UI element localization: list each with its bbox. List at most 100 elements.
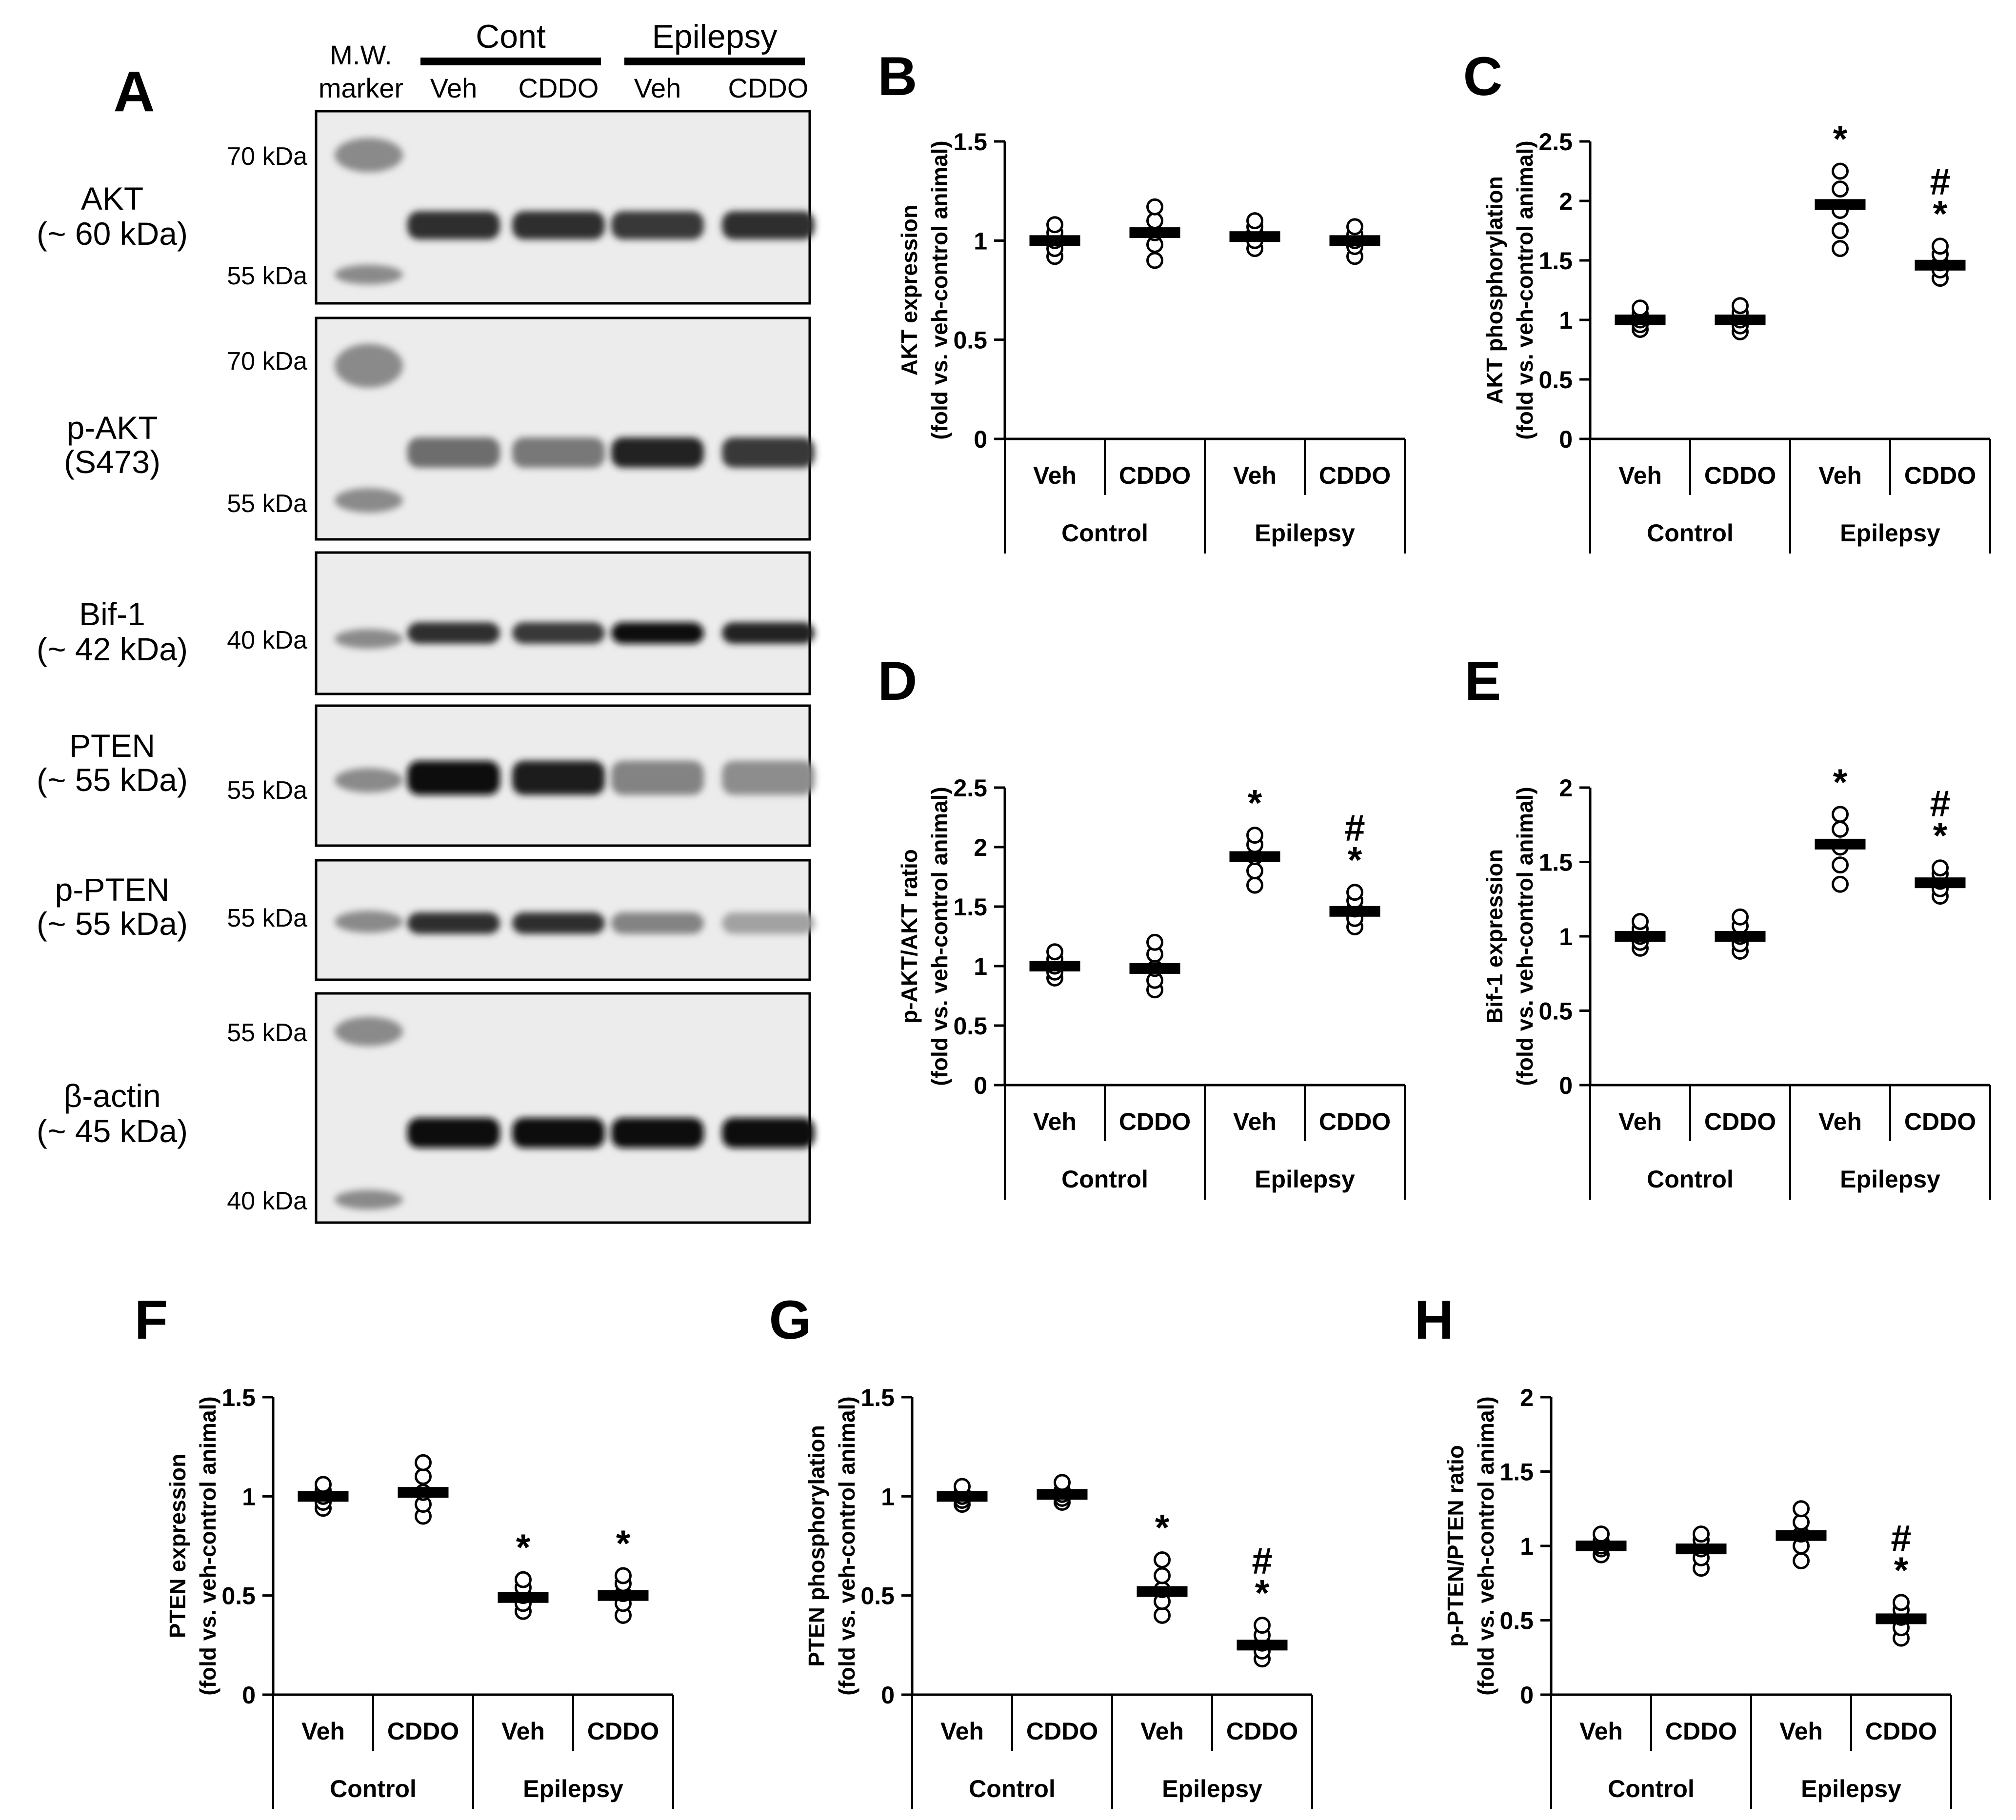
blot-row: 70 kDa 55 kDa p-AKT(S473) — [64, 317, 815, 541]
mean-bar — [498, 1592, 549, 1603]
panel-letter: C — [1463, 46, 1503, 107]
y-label-line2: (fold vs. veh-control animal) — [1512, 140, 1537, 439]
chart-panel-e: E 0 0.5 1 1.5 2 Bif-1 expression (fold vs. veh-… — [1465, 651, 1991, 1200]
sample-band — [407, 761, 500, 795]
sample-band — [722, 1118, 815, 1148]
data-point — [1054, 1474, 1071, 1491]
y-label-line2: (fold vs. veh-control animal) — [834, 1396, 859, 1695]
sample-band — [722, 761, 815, 795]
ladder-band — [335, 138, 403, 172]
x-tick-label: Veh — [1233, 1108, 1277, 1135]
significance-mark: * — [1155, 1507, 1170, 1548]
x-tick-label: CDDO — [1865, 1718, 1937, 1745]
x-group-label: Epilepsy — [1255, 519, 1355, 547]
mw-marker-label: 55 kDa — [227, 490, 307, 518]
blot-group-bar — [624, 58, 805, 65]
data-point — [1246, 862, 1263, 880]
data-point — [1832, 820, 1849, 838]
y-tick-label: 1.5 — [1499, 1459, 1534, 1486]
panel-letter: D — [878, 651, 918, 712]
data-point — [1632, 299, 1649, 317]
panel-letter-a: A — [113, 59, 155, 124]
data-point — [1793, 1500, 1810, 1518]
sample-band — [407, 437, 500, 468]
significance-mark: * — [1348, 840, 1362, 881]
y-label-line2: (fold vs. veh-control animal) — [195, 1396, 220, 1695]
sample-band — [512, 761, 605, 795]
mean-bar — [398, 1487, 449, 1498]
protein-name: β-actin — [63, 1078, 160, 1114]
y-label-line1: AKT phosphorylation — [1482, 176, 1507, 404]
data-point — [1832, 875, 1849, 893]
mw-marker-label: 55 kDa — [227, 262, 307, 290]
panel-letter: E — [1465, 651, 1501, 712]
mean-bar — [1129, 963, 1180, 974]
data-point — [1932, 237, 1949, 255]
ladder-band — [335, 344, 403, 388]
data-point — [1046, 216, 1063, 234]
y-tick-label: 0 — [1559, 426, 1573, 453]
blot-group-header: Epilepsy — [652, 18, 777, 55]
data-point — [1254, 1617, 1271, 1634]
data-point — [1732, 297, 1749, 315]
x-group-label: Control — [1608, 1775, 1695, 1802]
x-tick-label: CDDO — [1026, 1718, 1098, 1745]
x-tick-label: CDDO — [1226, 1718, 1298, 1745]
data-point — [1146, 198, 1163, 216]
significance-mark: * — [1833, 119, 1848, 160]
mean-bar — [1329, 906, 1380, 917]
ladder-band — [335, 265, 403, 284]
blot-lane-label: CDDO — [728, 73, 809, 103]
x-group-label: Epilepsy — [1840, 519, 1940, 547]
significance-mark: # — [1930, 783, 1950, 825]
x-tick-label: CDDO — [1119, 462, 1191, 489]
x-group-label: Control — [1061, 1166, 1148, 1193]
sample-band — [512, 622, 605, 644]
data-point — [515, 1571, 532, 1588]
data-point — [1154, 1567, 1171, 1584]
mw-marker-label: 70 kDa — [227, 347, 307, 376]
significance-mark: * — [516, 1527, 531, 1568]
protein-name: Bif-1 — [79, 596, 145, 632]
mean-bar — [1915, 259, 1966, 271]
sample-band — [407, 912, 500, 934]
x-tick-label: Veh — [1579, 1718, 1623, 1745]
sample-band — [611, 1118, 704, 1148]
mean-bar — [1615, 315, 1666, 325]
protein-size: (~ 55 kDa) — [37, 762, 188, 798]
sample-band — [611, 761, 704, 795]
y-tick-label: 0.5 — [953, 327, 987, 354]
data-point — [1046, 943, 1063, 961]
western-blot-panel: A M.W.marker Cont Epilepsy Veh CDDO Veh CDDO 70 … — [37, 18, 815, 1224]
y-tick-label: 0.5 — [1538, 998, 1573, 1025]
mw-marker-label: 55 kDa — [227, 776, 307, 805]
x-tick-label: CDDO — [1119, 1108, 1191, 1135]
x-tick-label: Veh — [501, 1718, 545, 1745]
y-tick-label: 1.5 — [953, 128, 987, 156]
data-point — [1893, 1594, 1910, 1611]
data-point — [1593, 1525, 1610, 1543]
y-tick-label: 0 — [974, 426, 987, 453]
protein-name: PTEN — [69, 728, 155, 764]
y-tick-label: 1.5 — [1538, 849, 1573, 876]
y-tick-label: 1 — [242, 1483, 256, 1510]
protein-size: (~ 55 kDa) — [37, 906, 188, 942]
data-point — [415, 1468, 432, 1485]
x-group-label: Epilepsy — [1162, 1775, 1262, 1802]
mw-marker-label: 40 kDa — [227, 626, 307, 654]
y-tick-label: 2 — [974, 834, 987, 861]
data-point — [1246, 827, 1263, 844]
protein-name: p-AKT — [66, 410, 158, 446]
sample-band — [722, 912, 815, 934]
mean-bar — [1915, 877, 1966, 889]
y-label-line1: p-AKT/AKT ratio — [897, 849, 922, 1024]
data-point — [315, 1476, 332, 1493]
x-group-label: Control — [1061, 519, 1148, 547]
x-tick-label: CDDO — [387, 1718, 459, 1745]
y-axis-label: AKT phosphorylation (fold vs. veh-control… — [1482, 140, 1537, 439]
mw-marker-label: 40 kDa — [227, 1187, 307, 1215]
blot-group-bar — [420, 58, 601, 65]
mean-bar — [1815, 838, 1866, 850]
x-tick-label: CDDO — [1704, 462, 1776, 489]
